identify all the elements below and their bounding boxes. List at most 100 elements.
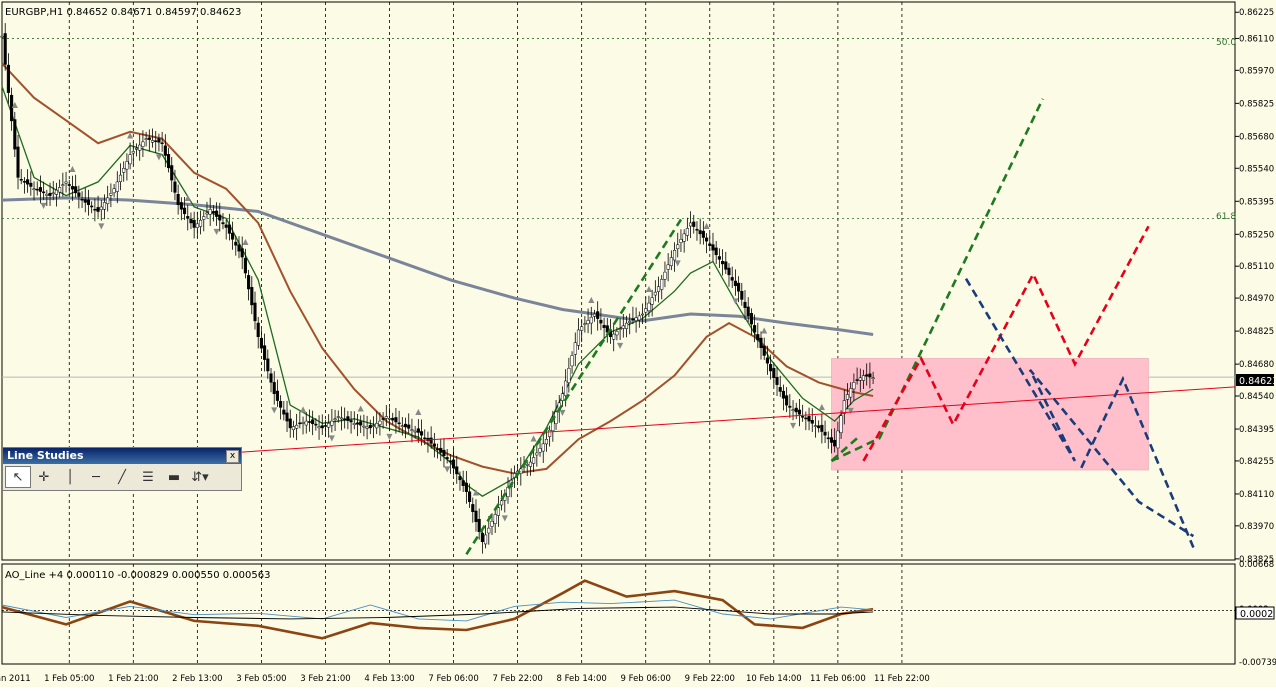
candle-body	[429, 437, 433, 444]
fib-label-50: 50.0	[1216, 38, 1236, 48]
candle-body	[67, 184, 71, 186]
candle-body	[679, 239, 683, 243]
candle-body	[477, 518, 481, 533]
projection-path-2[interactable]	[830, 98, 1044, 463]
candle-body	[525, 464, 529, 466]
candle-body	[442, 449, 446, 456]
trendline-icon[interactable]: ╱	[118, 469, 126, 485]
red-trend-line[interactable]	[194, 386, 1236, 456]
x-tick-label: 1 Feb 05:00	[44, 674, 94, 684]
projection-path-6[interactable]	[1080, 375, 1195, 549]
price-badge-text: 0.84623	[1239, 376, 1276, 387]
target-zone[interactable]	[831, 358, 1149, 471]
candle-body	[362, 425, 366, 428]
candle-body	[573, 342, 577, 355]
candle-body	[42, 191, 46, 194]
candle-body	[275, 390, 279, 401]
x-tick-label: 9 Feb 22:00	[685, 674, 735, 684]
candle-body	[282, 409, 286, 415]
candle-body	[224, 224, 228, 228]
candle-body	[102, 202, 107, 210]
candle-body	[676, 244, 680, 250]
candle-body	[698, 230, 702, 235]
close-icon[interactable]: x	[226, 450, 239, 463]
candle-body	[115, 181, 119, 192]
candle-body	[685, 228, 689, 236]
ao-series-3[interactable]	[1, 606, 874, 620]
candle-body	[343, 418, 347, 420]
ao-y-tick-label: -0.00739	[1239, 658, 1276, 668]
ao-plot-frame	[1, 563, 1236, 665]
candle-body	[243, 257, 247, 274]
fractal-up-marker: ▲	[531, 434, 538, 443]
candle-body	[19, 179, 23, 181]
projection-path-5[interactable]	[964, 278, 1195, 538]
moving-average-green[interactable]	[1, 86, 874, 497]
line-studies-toolbar[interactable]: Line Studies x ↖ ✛ │ ─ ╱ ☰ ▬ ⇵▾	[2, 447, 242, 491]
candle-body	[419, 431, 424, 436]
y-tick-label: 0.85970	[1239, 66, 1274, 76]
candle-body	[266, 358, 270, 372]
candle-body	[500, 500, 504, 506]
candle-body	[45, 193, 49, 196]
candle-body	[564, 380, 568, 396]
candle-body	[301, 422, 305, 424]
candle-body	[339, 417, 344, 420]
fractal-down-marker: ▼	[848, 406, 855, 415]
main-plot-frame	[1, 1, 1236, 561]
candle-body	[99, 206, 103, 211]
candle-body	[727, 267, 731, 276]
projection-path-3[interactable]	[830, 437, 858, 462]
candle-body	[788, 405, 792, 408]
y-tick-label: 0.84680	[1239, 360, 1274, 370]
candle-body	[599, 319, 603, 324]
vertical-line-icon[interactable]: │	[66, 469, 74, 485]
arrows-dropdown-icon[interactable]: ⇵▾	[191, 469, 209, 485]
candle-body	[323, 425, 328, 427]
y-tick-label: 0.85680	[1239, 132, 1274, 142]
cursor-icon[interactable]: ↖	[5, 466, 31, 488]
candle-body	[829, 437, 834, 443]
candle-body	[298, 422, 302, 425]
candle-body	[163, 145, 167, 156]
fractal-down-marker: ▼	[213, 227, 220, 236]
candle-body	[234, 241, 238, 246]
candle-body	[868, 373, 872, 378]
candle-body	[759, 337, 763, 348]
text-label-icon[interactable]: ▬	[167, 469, 181, 485]
candle-body	[695, 228, 699, 231]
candle-body	[182, 207, 187, 215]
candle-body	[291, 426, 295, 431]
projection-path-1[interactable]	[465, 218, 683, 556]
candle-body	[365, 426, 369, 429]
candle-body	[176, 194, 180, 205]
candle-body	[391, 417, 395, 421]
candle-body	[740, 291, 744, 300]
candle-body	[634, 317, 638, 321]
crosshair-icon[interactable]: ✛	[38, 469, 50, 485]
horizontal-line-icon[interactable]: ─	[92, 469, 100, 485]
ao-badge-text: 0.0002	[1240, 609, 1273, 620]
candle-body	[628, 321, 632, 323]
ao-badge	[1235, 606, 1275, 620]
y-tick-label: 0.85540	[1239, 164, 1274, 174]
candle-body	[154, 140, 158, 142]
candle-body	[118, 174, 123, 182]
candle-body	[3, 33, 7, 65]
y-tick-label: 0.84395	[1239, 425, 1274, 435]
candle-body	[717, 256, 721, 260]
candle-body	[631, 318, 635, 320]
candle-body	[215, 210, 219, 217]
candle-body	[452, 459, 456, 469]
line-studies-titlebar[interactable]: Line Studies x	[3, 448, 241, 464]
ao-series-1[interactable]	[1, 579, 874, 640]
projection-path-4[interactable]	[862, 225, 1150, 462]
ao-series-2[interactable]	[1, 599, 874, 622]
fibonacci-icon[interactable]: ☰	[142, 469, 154, 485]
y-tick-label: 0.84970	[1239, 294, 1274, 304]
candle-body	[842, 400, 846, 414]
candle-body	[250, 287, 254, 306]
candle-body	[279, 400, 283, 408]
candle-body	[349, 420, 353, 423]
